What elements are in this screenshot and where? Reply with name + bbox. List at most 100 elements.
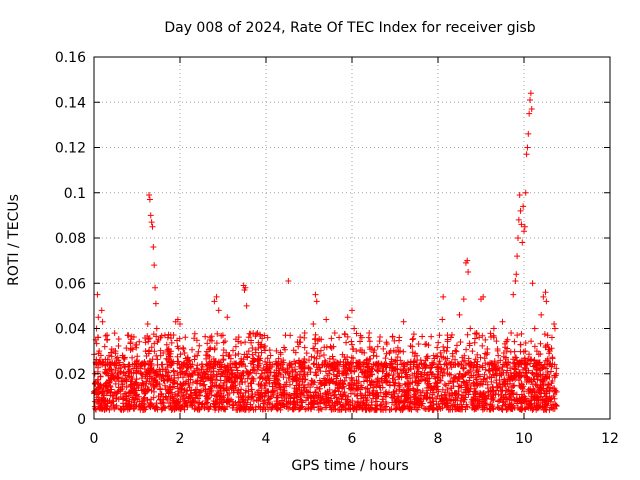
data-point-marker <box>128 345 135 352</box>
data-point-marker <box>191 330 198 337</box>
data-point-marker <box>457 339 464 346</box>
data-point-marker <box>111 330 118 337</box>
data-point-marker <box>498 387 505 394</box>
data-point-marker <box>273 361 280 368</box>
data-point-marker <box>484 375 491 382</box>
data-point-marker <box>238 386 245 393</box>
data-point-marker <box>547 360 554 367</box>
data-point-marker <box>347 390 354 397</box>
data-point-marker <box>383 339 390 346</box>
data-point-marker <box>127 339 134 346</box>
data-point-marker <box>213 371 220 378</box>
data-point-marker <box>303 387 310 394</box>
data-point-marker <box>228 385 235 392</box>
data-point-marker <box>139 371 146 378</box>
data-point-marker <box>421 371 428 378</box>
data-point-marker <box>216 361 223 368</box>
data-point-marker <box>157 347 164 354</box>
data-point-marker <box>323 395 330 402</box>
data-point-marker <box>309 378 316 385</box>
data-point-marker <box>391 388 398 395</box>
data-point-marker <box>128 333 135 340</box>
data-point-marker <box>462 394 469 401</box>
data-point-marker <box>528 338 535 345</box>
data-point-marker <box>194 352 201 359</box>
data-point-marker <box>299 399 306 406</box>
data-point-marker <box>336 368 343 375</box>
data-point-marker <box>488 405 495 412</box>
data-point-marker <box>125 332 132 339</box>
data-point-marker <box>300 384 307 391</box>
data-point-marker <box>261 404 268 411</box>
data-point-marker <box>393 398 400 405</box>
data-point-marker <box>258 370 265 377</box>
data-point-marker <box>180 346 187 353</box>
data-point-marker <box>435 339 442 346</box>
y-tick-label: 0.14 <box>55 95 86 111</box>
data-point-marker <box>273 347 280 354</box>
data-point-marker <box>93 340 100 347</box>
data-point-marker <box>332 406 339 413</box>
data-point-marker <box>542 402 549 409</box>
data-point-marker <box>158 390 165 397</box>
data-point-marker <box>151 376 158 383</box>
data-point-marker <box>480 293 487 300</box>
data-point-marker <box>284 366 291 373</box>
data-point-marker <box>373 391 380 398</box>
data-point-marker <box>182 334 189 341</box>
data-point-marker <box>328 364 335 371</box>
data-point-marker <box>222 338 229 345</box>
data-point-marker <box>518 221 525 228</box>
data-point-marker <box>204 399 211 406</box>
data-point-marker <box>245 334 252 341</box>
data-point-marker <box>204 340 211 347</box>
data-point-marker <box>490 332 497 339</box>
data-point-marker <box>383 350 390 357</box>
data-point-marker <box>99 318 106 325</box>
data-point-marker <box>495 352 502 359</box>
data-point-marker <box>444 344 451 351</box>
data-point-marker <box>110 375 117 382</box>
data-point-marker <box>484 345 491 352</box>
data-point-marker <box>430 404 437 411</box>
data-point-marker <box>273 367 280 374</box>
data-point-marker <box>312 331 319 338</box>
data-point-marker <box>409 349 416 356</box>
data-point-marker <box>482 336 489 343</box>
data-point-marker <box>272 372 279 379</box>
data-point-marker <box>518 330 525 337</box>
data-point-marker <box>541 331 548 338</box>
data-point-marker <box>516 382 523 389</box>
data-point-marker <box>438 365 445 372</box>
data-point-marker <box>207 336 214 343</box>
data-point-marker <box>390 394 397 401</box>
data-point-marker <box>414 387 421 394</box>
x-tick-label: 12 <box>601 431 619 447</box>
data-point-marker <box>438 392 445 399</box>
data-point-marker <box>365 389 372 396</box>
data-point-marker <box>145 336 152 343</box>
data-point-marker <box>157 352 164 359</box>
data-point-marker <box>442 355 449 362</box>
x-tick-label: 0 <box>90 431 99 447</box>
data-point-marker <box>373 367 380 374</box>
data-point-marker <box>547 368 554 375</box>
data-point-marker <box>519 239 526 246</box>
data-point-marker <box>510 356 517 363</box>
data-point-marker <box>155 336 162 343</box>
data-point-marker <box>540 381 547 388</box>
data-point-marker <box>422 364 429 371</box>
data-point-marker <box>236 380 243 387</box>
data-point-marker <box>292 374 299 381</box>
data-point-marker <box>191 356 198 363</box>
data-point-marker <box>125 369 132 376</box>
data-point-marker <box>396 403 403 410</box>
data-point-marker <box>167 395 174 402</box>
data-point-marker <box>126 403 133 410</box>
data-point-marker <box>311 345 318 352</box>
data-point-marker <box>227 355 234 362</box>
data-point-marker <box>355 373 362 380</box>
data-point-marker <box>174 337 181 344</box>
data-point-marker <box>419 365 426 372</box>
data-point-marker <box>430 386 437 393</box>
